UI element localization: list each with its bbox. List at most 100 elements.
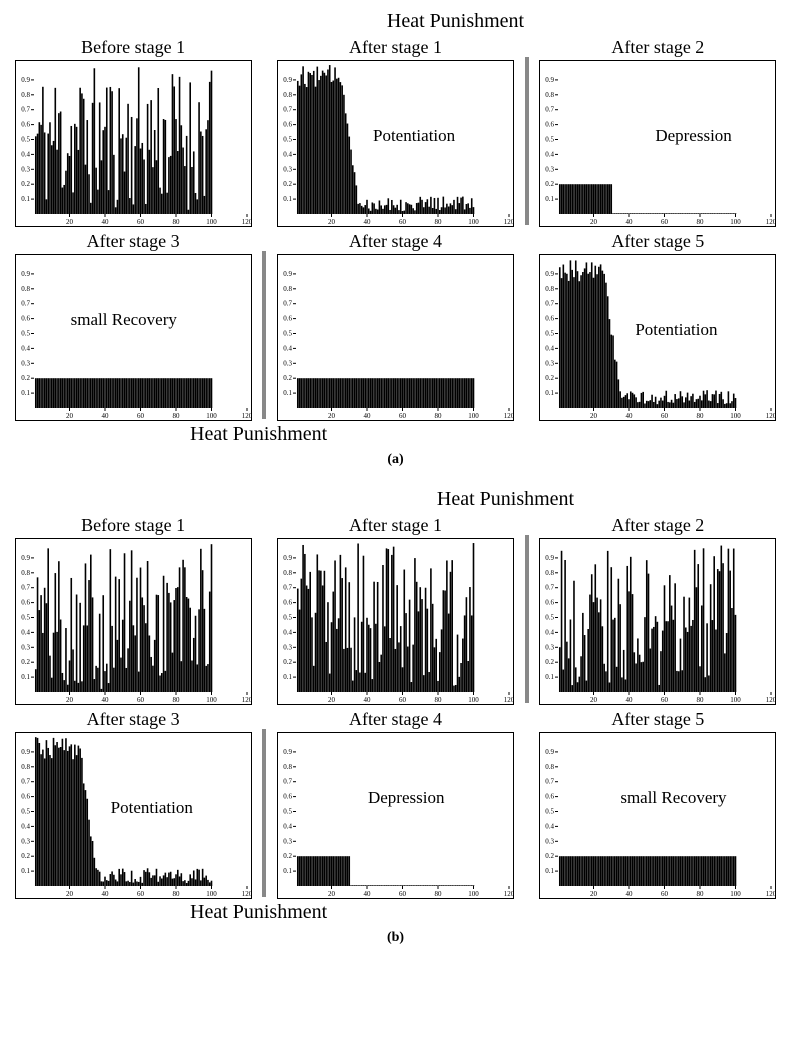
- svg-text:120: 120: [766, 412, 775, 420]
- svg-text:20: 20: [590, 218, 598, 226]
- svg-text:100: 100: [468, 412, 479, 420]
- svg-text:0.1: 0.1: [283, 673, 292, 681]
- chart-a2: After stage 10.10.20.30.40.50.60.70.80.9…: [272, 37, 518, 227]
- svg-text:0.9: 0.9: [546, 748, 555, 756]
- chart-b5: After stage 40.10.20.30.40.50.60.70.80.9…: [272, 709, 518, 899]
- svg-text:0.8: 0.8: [283, 285, 292, 293]
- svg-text:60: 60: [399, 218, 407, 226]
- svg-text:20: 20: [590, 696, 598, 704]
- svg-text:0.6: 0.6: [283, 315, 292, 323]
- svg-text:20: 20: [328, 218, 336, 226]
- svg-text:0.2: 0.2: [546, 180, 555, 188]
- svg-text:60: 60: [661, 696, 669, 704]
- svg-text:0.3: 0.3: [546, 837, 555, 845]
- svg-text:0.2: 0.2: [546, 658, 555, 666]
- svg-text:0.7: 0.7: [21, 778, 30, 786]
- divider: [262, 729, 266, 897]
- svg-text:80: 80: [697, 218, 705, 226]
- svg-text:0.8: 0.8: [283, 763, 292, 771]
- svg-text:0.4: 0.4: [21, 344, 30, 352]
- svg-text:0.5: 0.5: [21, 808, 30, 816]
- svg-text:40: 40: [363, 412, 371, 420]
- svg-text:120: 120: [241, 412, 250, 420]
- svg-text:0.7: 0.7: [21, 106, 30, 114]
- svg-text:60: 60: [661, 890, 669, 898]
- svg-text:0.9: 0.9: [21, 270, 30, 278]
- svg-text:60: 60: [661, 412, 669, 420]
- svg-text:0.9: 0.9: [21, 554, 30, 562]
- svg-text:0.8: 0.8: [21, 285, 30, 293]
- svg-text:100: 100: [468, 218, 479, 226]
- svg-text:0.3: 0.3: [283, 837, 292, 845]
- svg-text:60: 60: [661, 218, 669, 226]
- chart-area: 0.10.20.30.40.50.60.70.80.92040608010012…: [15, 60, 252, 227]
- chart-area: 0.10.20.30.40.50.60.70.80.92040608010012…: [277, 60, 514, 227]
- svg-text:100: 100: [468, 890, 479, 898]
- svg-text:0.5: 0.5: [546, 136, 555, 144]
- svg-text:0.1: 0.1: [283, 195, 292, 203]
- svg-text:0.1: 0.1: [283, 867, 292, 875]
- svg-text:20: 20: [66, 218, 74, 226]
- chart-a5: After stage 40.10.20.30.40.50.60.70.80.9…: [272, 231, 518, 421]
- svg-text:0.7: 0.7: [546, 584, 555, 592]
- svg-text:0.6: 0.6: [546, 599, 555, 607]
- svg-text:120: 120: [504, 890, 513, 898]
- chart-title: After stage 4: [349, 709, 442, 730]
- svg-text:0.2: 0.2: [283, 852, 292, 860]
- svg-text:100: 100: [206, 412, 217, 420]
- svg-text:0.2: 0.2: [283, 180, 292, 188]
- chart-title: After stage 3: [87, 231, 180, 252]
- svg-text:0.4: 0.4: [546, 150, 555, 158]
- svg-text:0.5: 0.5: [283, 136, 292, 144]
- svg-text:80: 80: [434, 412, 442, 420]
- svg-text:60: 60: [137, 412, 145, 420]
- svg-text:0.8: 0.8: [283, 91, 292, 99]
- svg-text:0.6: 0.6: [283, 793, 292, 801]
- chart-title: After stage 1: [349, 515, 442, 536]
- chart-area: 0.10.20.30.40.50.60.70.80.92040608010012…: [539, 732, 776, 899]
- svg-text:20: 20: [66, 412, 74, 420]
- svg-text:0.6: 0.6: [283, 599, 292, 607]
- svg-text:0.7: 0.7: [21, 584, 30, 592]
- svg-text:0.3: 0.3: [21, 165, 30, 173]
- svg-text:40: 40: [626, 890, 634, 898]
- svg-text:0.6: 0.6: [21, 793, 30, 801]
- grid-a: Before stage 10.10.20.30.40.50.60.70.80.…: [10, 37, 781, 421]
- svg-text:120: 120: [504, 218, 513, 226]
- svg-text:80: 80: [434, 890, 442, 898]
- svg-text:80: 80: [172, 696, 180, 704]
- svg-text:100: 100: [206, 890, 217, 898]
- svg-text:0.8: 0.8: [21, 569, 30, 577]
- svg-text:0.4: 0.4: [546, 344, 555, 352]
- chart-area: 0.10.20.30.40.50.60.70.80.92040608010012…: [539, 538, 776, 705]
- svg-text:0.9: 0.9: [283, 748, 292, 756]
- svg-text:0.3: 0.3: [546, 643, 555, 651]
- divider: [525, 535, 529, 703]
- svg-text:100: 100: [206, 696, 217, 704]
- svg-text:40: 40: [626, 696, 634, 704]
- svg-text:0.9: 0.9: [546, 554, 555, 562]
- chart-area: 0.10.20.30.40.50.60.70.80.92040608010012…: [539, 254, 776, 421]
- chart-a6: After stage 50.10.20.30.40.50.60.70.80.9…: [535, 231, 781, 421]
- chart-title: After stage 2: [611, 515, 704, 536]
- svg-text:100: 100: [206, 218, 217, 226]
- svg-text:100: 100: [731, 218, 742, 226]
- chart-b6: After stage 50.10.20.30.40.50.60.70.80.9…: [535, 709, 781, 899]
- svg-text:0.6: 0.6: [21, 121, 30, 129]
- svg-text:0.6: 0.6: [546, 793, 555, 801]
- svg-text:120: 120: [241, 218, 250, 226]
- svg-text:0.5: 0.5: [21, 136, 30, 144]
- divider: [525, 57, 529, 225]
- svg-text:0.9: 0.9: [21, 76, 30, 84]
- svg-text:0.9: 0.9: [546, 76, 555, 84]
- chart-title: Before stage 1: [81, 515, 185, 536]
- svg-text:20: 20: [590, 412, 598, 420]
- svg-text:0.2: 0.2: [21, 374, 30, 382]
- svg-text:40: 40: [626, 218, 634, 226]
- svg-text:80: 80: [697, 412, 705, 420]
- svg-text:60: 60: [399, 890, 407, 898]
- svg-text:40: 40: [101, 696, 109, 704]
- chart-b1: Before stage 10.10.20.30.40.50.60.70.80.…: [10, 515, 256, 705]
- divider: [525, 729, 529, 897]
- chart-title: After stage 2: [611, 37, 704, 58]
